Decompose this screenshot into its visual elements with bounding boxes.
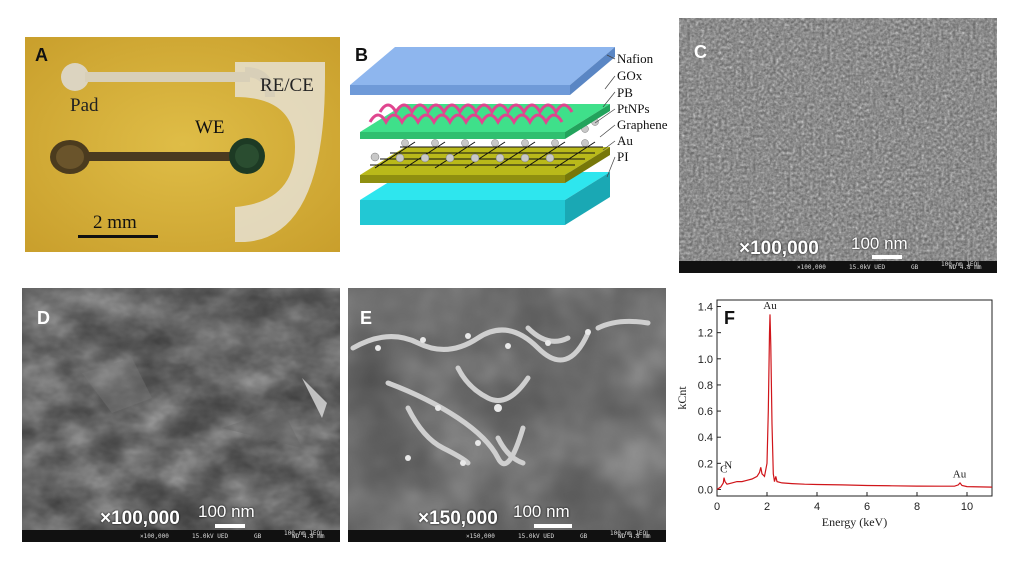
info-wd-c: WD 4.8 mm xyxy=(949,264,982,271)
peak-label: Au xyxy=(953,469,967,481)
panel-label-b: B xyxy=(355,45,368,65)
layer-au xyxy=(360,147,610,175)
y-tick-label: 0.4 xyxy=(698,432,713,444)
pad-top xyxy=(61,63,89,91)
layer-label-au: Au xyxy=(617,133,633,148)
info-mag-c: ×100,000 xyxy=(797,264,826,271)
sem-info-bar-e: ×150,000 15.0kV UED GB 100 nm JEOL WD 4.… xyxy=(348,530,666,542)
info-kv-e: 15.0kV UED xyxy=(518,533,555,540)
info-kv-d: 15.0kV UED xyxy=(192,533,229,540)
y-tick-label: 0.8 xyxy=(698,380,713,392)
info-mag-d: ×100,000 xyxy=(140,533,169,540)
magnification-d: ×100,000 xyxy=(100,508,180,529)
x-axis-label: Energy (keV) xyxy=(822,515,887,529)
info-mag-e: ×150,000 xyxy=(466,533,495,540)
layer-label-graphene: Graphene xyxy=(617,117,668,132)
peak-label: C xyxy=(720,463,727,475)
peak-label: Au xyxy=(763,300,777,312)
peak-label: N xyxy=(724,460,732,472)
scale-label-a: 2 mm xyxy=(93,212,137,233)
x-tick-label: 4 xyxy=(814,501,820,513)
layer-label-pi: PI xyxy=(617,149,629,164)
x-tick-label: 8 xyxy=(914,501,920,513)
layer-nafion xyxy=(350,47,615,85)
y-tick-label: 1.4 xyxy=(698,302,713,314)
eds-spectrum-chart: 0 2 4 6 8 10 0.0 0.2 0.4 0.6 0.8 1.0 1.2 1.4 Energy (k… xyxy=(675,299,993,529)
info-kv-c: 15.0kV UED xyxy=(849,264,886,271)
scale-bar-e xyxy=(534,524,572,528)
trace-top xyxy=(85,72,250,82)
y-tick-label: 1.0 xyxy=(698,354,713,366)
pt-network xyxy=(350,318,651,467)
re-ce-electrode xyxy=(235,62,325,242)
layer-gox xyxy=(368,103,574,126)
info-scale-d: 100 nm JEOL xyxy=(284,530,324,537)
x-tick-label: 10 xyxy=(961,501,973,513)
panel-label-e: E xyxy=(360,308,373,328)
panel-d-sem: D ×100,000 100 nm ×100,000 15.0kV UED GB… xyxy=(22,288,340,542)
scale-bar-a xyxy=(78,235,158,238)
panel-label-f: F xyxy=(724,308,735,328)
info-gb-d: GB xyxy=(254,533,262,540)
panel-label-c: C xyxy=(694,42,707,62)
eds-spectrum-line xyxy=(716,314,993,490)
electrode-photo xyxy=(25,37,340,252)
layer-label-pb: PB xyxy=(617,85,633,100)
y-tick-label: 0.0 xyxy=(698,484,713,496)
panel-b-diagram: B xyxy=(345,37,675,262)
label-we: WE xyxy=(195,117,225,138)
info-wd-e: WD 4.8 mm xyxy=(618,533,651,540)
magnification-c: ×100,000 xyxy=(739,238,819,259)
panel-f-chart: F 0 2 4 6 8 10 0.0 0.2 0.4 0.6 0.8 1.0 1.2 1.4 Energy … xyxy=(672,288,1002,558)
y-tick-label: 0.2 xyxy=(698,458,713,470)
info-gb-e: GB xyxy=(580,533,588,540)
sem-image-d xyxy=(22,288,340,542)
layer-stack-diagram xyxy=(350,47,616,225)
layer-ptnps xyxy=(370,118,599,163)
magnification-e: ×150,000 xyxy=(418,508,498,529)
scale-bar-c xyxy=(872,255,902,259)
info-scale-e: 100 nm JEOL xyxy=(610,530,650,537)
layer-label-ptnps: PtNPs xyxy=(617,101,650,116)
label-rece: RE/CE xyxy=(260,75,314,96)
sem-image-c xyxy=(679,18,997,273)
panel-e-sem: E ×150,000 100 nm ×150,000 15.0kV UED GB… xyxy=(348,288,666,542)
sem-info-bar-d: ×100,000 15.0kV UED GB 100 nm JEOL WD 4.… xyxy=(22,530,340,542)
panel-label-a: A xyxy=(35,45,48,65)
info-gb-c: GB xyxy=(911,264,919,271)
y-tick-label: 0.6 xyxy=(698,406,713,418)
pt-particles xyxy=(375,329,591,466)
scale-bar-d xyxy=(215,524,245,528)
layer-label-nafion: Nafion xyxy=(617,51,654,66)
panel-c-sem: C ×100,000 100 nm ×100,000 15.0kV UED GB… xyxy=(679,18,997,273)
panel-label-d: D xyxy=(37,308,50,328)
sem-info-bar-c: ×100,000 15.0kV UED GB 100 nm JEOL WD 4.… xyxy=(679,261,997,273)
label-pad: Pad xyxy=(70,95,99,116)
scale-label-e: 100 nm xyxy=(513,502,570,521)
panel-a-photo: A Pad WE RE/CE 2 mm xyxy=(25,37,340,252)
trace-bottom xyxy=(85,152,235,161)
info-scale-c: 100 nm JEOL xyxy=(941,261,981,268)
sem-image-e xyxy=(348,288,666,542)
scale-label-c: 100 nm xyxy=(851,234,908,253)
y-tick-label: 1.2 xyxy=(698,328,713,340)
x-tick-label: 2 xyxy=(764,501,770,513)
y-axis-label: kCnt xyxy=(675,386,689,410)
layer-label-gox: GOx xyxy=(617,68,643,83)
scale-label-d: 100 nm xyxy=(198,502,255,521)
plot-frame xyxy=(716,299,993,497)
info-wd-d: WD 4.8 mm xyxy=(292,533,325,540)
x-tick-label: 6 xyxy=(864,501,870,513)
x-tick-label: 0 xyxy=(714,501,720,513)
